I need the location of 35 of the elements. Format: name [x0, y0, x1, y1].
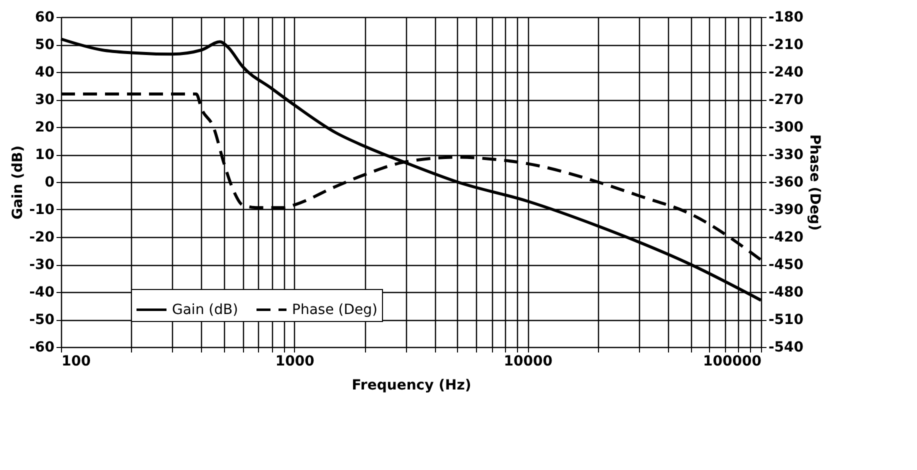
y2-tick-label: -240	[768, 64, 804, 80]
legend-label: Gain (dB)	[172, 302, 238, 318]
x-axis-title: Frequency (Hz)	[352, 378, 472, 394]
y2-tick-label: -180	[768, 10, 804, 26]
y-tick-label: -50	[29, 312, 55, 328]
y-tick-label: 0	[44, 174, 55, 190]
y2-tick-label: -510	[768, 312, 804, 328]
y2-tick-label: -300	[768, 120, 804, 136]
y2-tick-label: -270	[768, 92, 804, 108]
y-tick-label: 30	[35, 92, 55, 108]
y2-axis-title: Phase (Deg)	[806, 134, 823, 231]
y-tick-label: -10	[29, 202, 55, 218]
y2-tick-label: -420	[768, 230, 804, 246]
y2-tick-label: -210	[768, 37, 804, 53]
y-tick-label: -30	[29, 257, 55, 273]
y2-tick-label: -540	[768, 340, 804, 356]
x-tick-label: 100000	[703, 354, 762, 370]
y2-tick-label: -480	[768, 284, 804, 300]
y-tick-label: 60	[35, 10, 55, 26]
y-tick-label: -60	[29, 340, 55, 356]
x-tick-label: 1000	[275, 354, 315, 370]
y2-tick-label: -360	[768, 174, 804, 190]
y2-tick-label: -450	[768, 257, 804, 273]
legend-label: Phase (Deg)	[292, 302, 378, 318]
y-tick-label: 20	[35, 120, 55, 136]
x-tick-label: 10000	[504, 354, 553, 370]
y-axis-title: Gain (dB)	[10, 145, 26, 220]
y-tick-label: 50	[35, 37, 55, 53]
y2-tick-label: -330	[768, 147, 804, 163]
x-tick-label: 100	[62, 354, 91, 370]
y-tick-label: 10	[35, 147, 55, 163]
y-tick-label: 40	[35, 64, 55, 80]
y-tick-label: -40	[29, 284, 55, 300]
y2-tick-label: -390	[768, 202, 804, 218]
y-tick-label: -20	[29, 230, 55, 246]
